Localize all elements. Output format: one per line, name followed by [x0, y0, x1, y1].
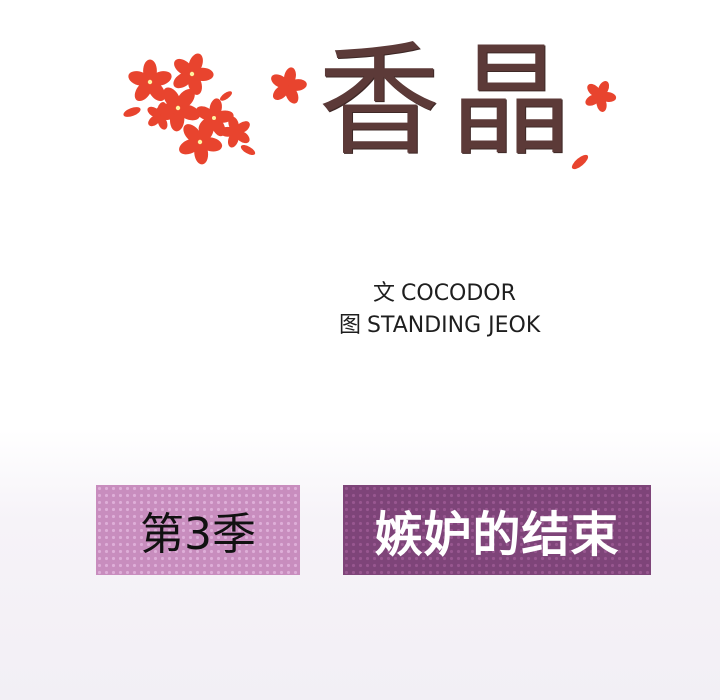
writer-name: COCODOR — [401, 281, 516, 306]
episode-title-badge: 嫉妒的结束 — [343, 485, 651, 575]
artist-prefix: 图 — [339, 313, 362, 338]
title-decoration — [123, 45, 623, 174]
petal-icon — [571, 154, 589, 170]
flower-icon — [577, 74, 623, 118]
flower-icon — [264, 63, 312, 109]
episode-title: 嫉妒的结束 — [374, 507, 620, 563]
writer-credit: 文 COCODOR — [0, 278, 720, 310]
writer-prefix: 文 — [373, 281, 396, 306]
flower-cluster-icon — [123, 45, 259, 174]
season-badge: 第3季 — [96, 485, 300, 575]
season-label: 第3季 — [140, 509, 256, 560]
credits: 文 COCODOR 图 STANDING JEOK — [0, 278, 720, 342]
artist-name: STANDING JEOK — [367, 313, 541, 338]
artist-credit: 图 STANDING JEOK — [0, 310, 720, 342]
main-title: 香晶 — [318, 30, 582, 172]
